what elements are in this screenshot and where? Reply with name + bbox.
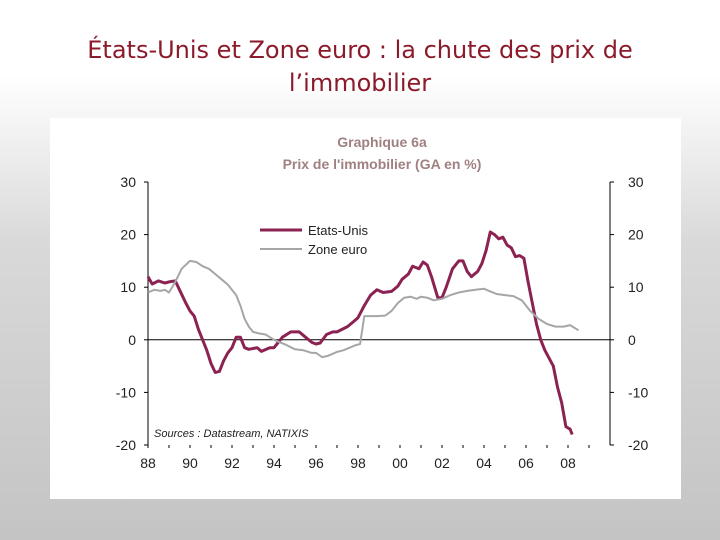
- x-tick-label: 92: [224, 455, 240, 471]
- series-line-zone-euro: [147, 259, 580, 359]
- x-tick-label: 88: [140, 455, 156, 471]
- chart-subtitle: Prix de l'immobilier (GA en %): [283, 156, 482, 172]
- y-tick-label-left: 30: [120, 174, 136, 190]
- x-tick-label: 04: [476, 455, 492, 471]
- y-tick-label-right: -10: [628, 384, 648, 400]
- y-tick-label-right: -20: [628, 437, 648, 453]
- x-tick-label: 08: [560, 455, 576, 471]
- x-tick-label: 00: [392, 455, 408, 471]
- slide-title: États-Unis et Zone euro : la chute des p…: [87, 36, 633, 97]
- x-tick-label: 96: [308, 455, 324, 471]
- legend-label-zone-euro: Zone euro: [308, 242, 367, 257]
- chart-series: [146, 230, 580, 436]
- x-tick-label: 98: [350, 455, 366, 471]
- x-tick-label: 90: [182, 455, 198, 471]
- y-tick-label-left: -10: [116, 384, 136, 400]
- y-tick-label-right: 10: [628, 279, 644, 295]
- chart-legend: Etats-Unis Zone euro: [260, 223, 368, 257]
- x-tick-label: 94: [266, 455, 282, 471]
- x-tick-label: 06: [518, 455, 534, 471]
- y-tick-label-left: -20: [116, 437, 136, 453]
- y-tick-label-left: 20: [120, 227, 136, 243]
- y-tick-label-right: 20: [628, 227, 644, 243]
- y-tick-label-right: 30: [628, 174, 644, 190]
- x-tick-label: 02: [434, 455, 450, 471]
- chart-title: Graphique 6a: [337, 134, 427, 150]
- y-tick-label-left: 10: [120, 279, 136, 295]
- chart-panel: Graphique 6a Prix de l'immobilier (GA en…: [50, 118, 681, 499]
- chart-source: Sources : Datastream, NATIXIS: [154, 428, 309, 440]
- y-tick-label-right: 0: [628, 332, 636, 348]
- y-tick-label-left: 0: [128, 332, 136, 348]
- legend-label-etats-unis: Etats-Unis: [308, 223, 368, 238]
- house-price-chart: Graphique 6a Prix de l'immobilier (GA en…: [116, 134, 649, 471]
- series-line-etats-unis: [146, 230, 574, 436]
